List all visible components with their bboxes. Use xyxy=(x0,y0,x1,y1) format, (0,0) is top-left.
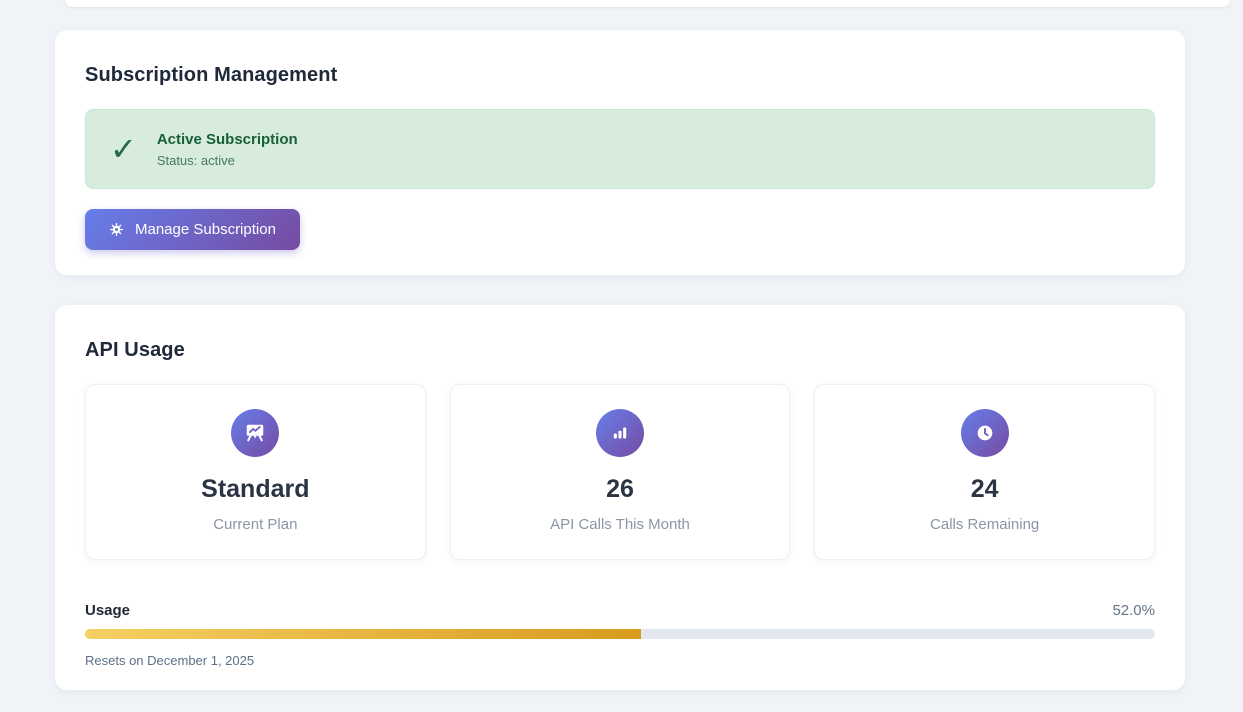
stat-card-calls-remaining: 24 Calls Remaining xyxy=(814,384,1155,560)
usage-progress-track xyxy=(85,629,1155,639)
manage-subscription-label: Manage Subscription xyxy=(135,221,276,238)
stat-card-current-plan: Standard Current Plan xyxy=(85,384,426,560)
usage-progress-fill xyxy=(85,629,642,639)
status-banner-text: Active Subscription Status: active xyxy=(157,131,298,168)
subscription-management-card: Subscription Management ✓ Active Subscri… xyxy=(55,30,1185,275)
usage-reset-note: Resets on December 1, 2025 xyxy=(85,653,255,668)
clock-icon xyxy=(960,409,1009,457)
calls-remaining-label: Calls Remaining xyxy=(930,516,1040,533)
api-usage-title: API Usage xyxy=(85,339,185,361)
current-plan-value: Standard xyxy=(201,475,310,503)
usage-progress-header: Usage 52.0% xyxy=(85,602,1155,619)
usage-stats-grid: Standard Current Plan 26 API Calls This … xyxy=(85,384,1155,560)
api-calls-value: 26 xyxy=(606,475,634,503)
previous-card-bottom-edge xyxy=(65,0,1230,7)
active-subscription-banner: ✓ Active Subscription Status: active xyxy=(85,109,1155,189)
api-calls-label: API Calls This Month xyxy=(550,516,690,533)
presentation-chart-icon xyxy=(231,409,280,457)
current-plan-label: Current Plan xyxy=(213,516,298,533)
usage-label: Usage xyxy=(85,602,131,619)
status-banner-subtitle: Status: active xyxy=(156,152,235,168)
usage-progress-section: Usage 52.0% Resets on December 1, 2025 xyxy=(85,602,1155,668)
calls-remaining-value: 24 xyxy=(970,475,999,503)
status-banner-title: Active Subscription xyxy=(156,130,298,148)
gear-icon xyxy=(109,222,124,237)
bar-chart-icon xyxy=(595,409,644,457)
manage-subscription-button[interactable]: Manage Subscription xyxy=(85,209,300,250)
stat-card-api-calls: 26 API Calls This Month xyxy=(449,384,791,560)
subscription-card-title: Subscription Management xyxy=(85,64,338,86)
check-icon: ✓ xyxy=(110,131,137,167)
api-usage-card: API Usage Standard Current Plan xyxy=(55,305,1185,690)
usage-percent-value: 52.0% xyxy=(1112,602,1155,619)
